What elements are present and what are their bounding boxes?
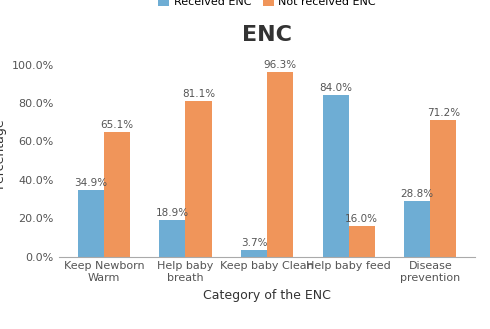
Bar [267,72,293,257]
Bar [322,95,349,257]
Title: ENC: ENC [242,25,292,45]
Text: 28.8%: 28.8% [401,190,434,199]
Bar [159,220,185,257]
Text: 16.0%: 16.0% [345,214,378,224]
Text: 34.9%: 34.9% [74,178,107,188]
Legend: Received ENC, Not received ENC: Received ENC, Not received ENC [154,0,380,12]
Bar [349,226,375,257]
Text: 81.1%: 81.1% [182,89,215,99]
Bar [430,120,456,257]
Text: 65.1%: 65.1% [100,120,133,130]
Bar [185,101,212,257]
Text: 18.9%: 18.9% [156,209,189,218]
Y-axis label: Percentage: Percentage [0,118,6,188]
Text: 3.7%: 3.7% [241,238,267,248]
Text: 84.0%: 84.0% [319,84,352,93]
Bar [241,249,267,257]
Text: 96.3%: 96.3% [264,60,296,70]
Bar [404,201,430,257]
Bar [104,132,130,257]
X-axis label: Category of the ENC: Category of the ENC [203,289,331,302]
Text: 71.2%: 71.2% [427,108,460,118]
Bar [78,190,104,257]
